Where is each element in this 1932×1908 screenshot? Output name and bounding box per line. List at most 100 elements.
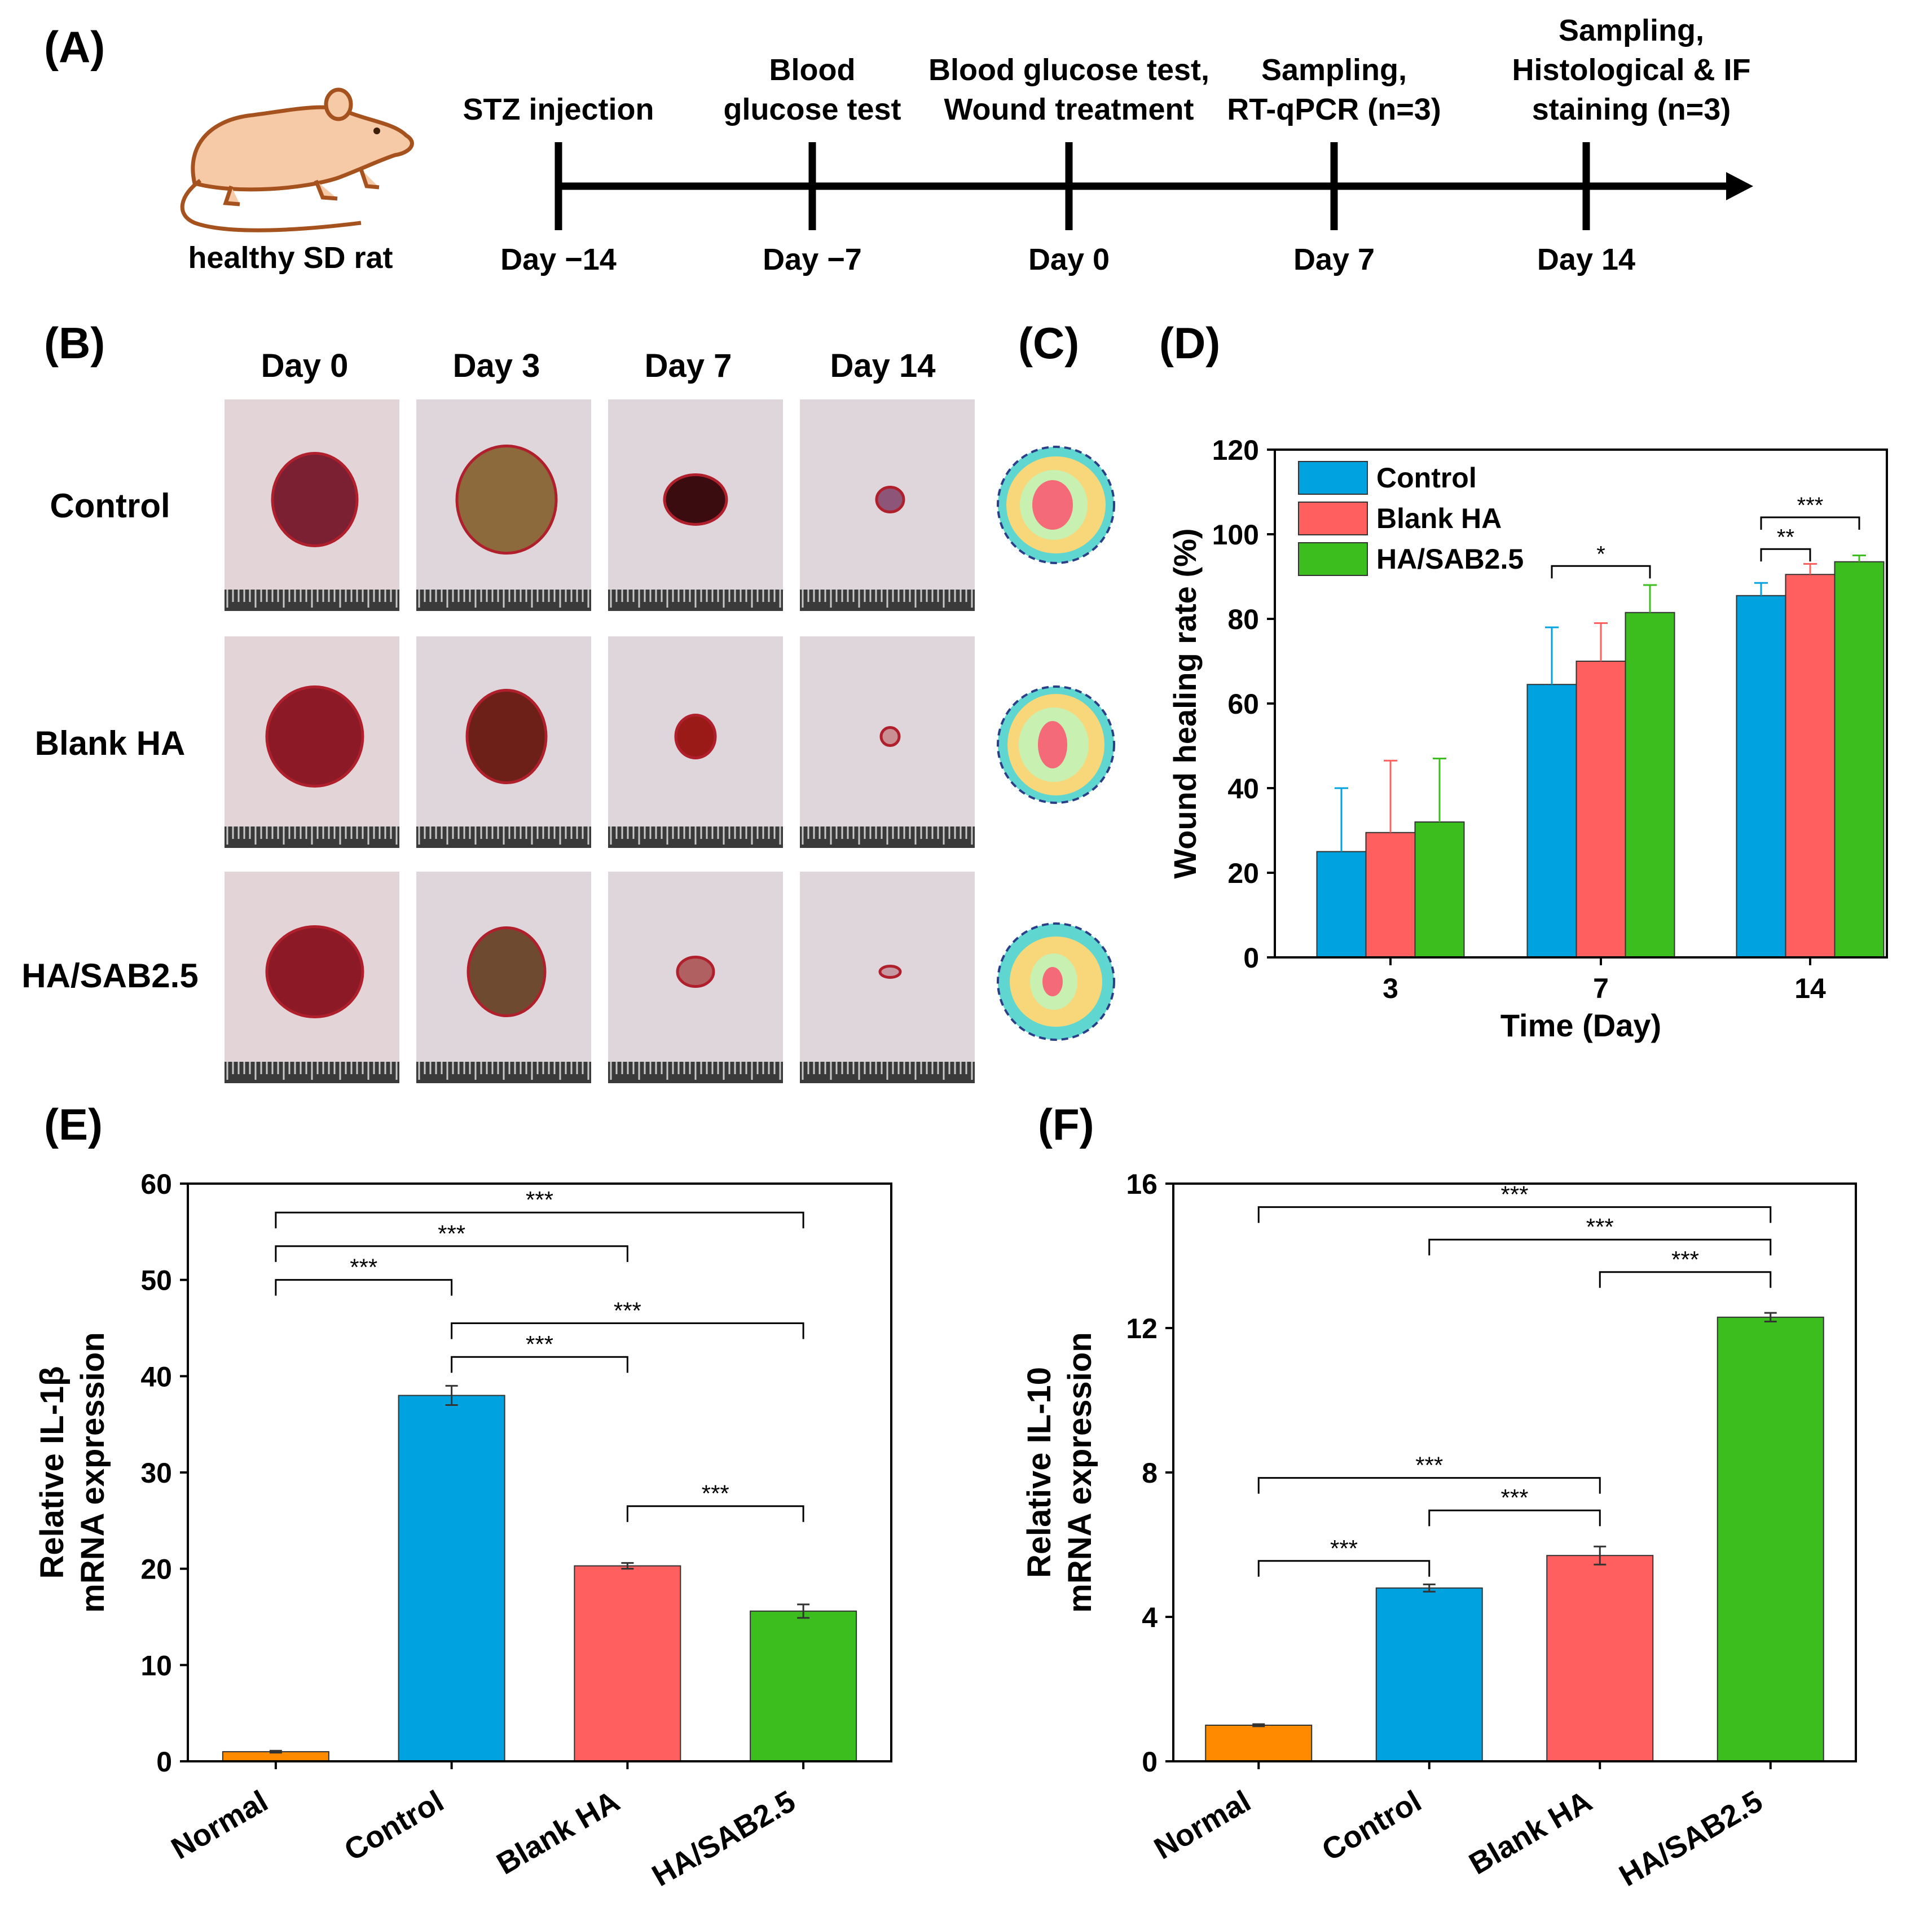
trace-core [1032,480,1073,530]
significance-label: *** [1330,1535,1358,1562]
y-axis-title: Relative IL-1β [34,1366,71,1579]
rat-illustration [180,87,414,232]
y-tick-label: 0 [1142,1746,1158,1778]
significance-bracket [1257,1206,1772,1223]
error-bar [1754,582,1768,596]
timeline: healthy SD rat STZ injection Day −14 Blood… [180,14,1753,276]
chart-wound-healing: 0 20 40 60 80 100 120 3 7 14 Time (Day) Wound heali… [1167,434,1888,1043]
significance-label: * [1596,542,1605,566]
bar [1365,832,1416,958]
bar [1736,595,1786,958]
legend-swatch [1298,542,1368,576]
wound-trace [997,685,1115,804]
panel-label-b: (B) [44,318,105,368]
trace-core [1042,967,1063,996]
legend-swatch [1298,461,1368,495]
y-tick-label: 80 [1227,604,1259,635]
significance-label: *** [350,1254,377,1281]
legend-label: Control [1376,462,1477,494]
photo-row-header: HA/SAB2.5 [21,957,198,995]
wound-trace-column [997,446,1115,1041]
x-tick-label: HA/SAB2.5 [646,1784,801,1893]
y-tick-label: 40 [1227,773,1259,804]
significance-label: *** [614,1297,641,1324]
timeline-event-label: staining (n=3) [1532,93,1731,126]
timeline-arrowhead [1726,172,1753,200]
x-tick-label: 7 [1593,973,1609,1004]
timeline-event-label: Sampling, [1261,53,1407,87]
wound-photo [800,636,975,848]
wound-mark [674,714,717,759]
ruler-ticks [418,590,589,608]
bar [1526,684,1577,958]
timeline-day-label: Day −14 [500,243,617,276]
panel-label-a: (A) [44,22,105,72]
legend-label: Blank HA [1376,503,1502,534]
y-tick-label: 8 [1142,1457,1158,1489]
wound-trace [997,922,1115,1041]
significance-label: *** [1500,1484,1528,1511]
wound-mark [265,925,364,1018]
error-bar [445,1384,458,1406]
significance-label: *** [1671,1246,1699,1273]
significance-label: *** [526,1331,553,1357]
x-tick-label: Control [338,1784,449,1867]
legend-swatch [1298,502,1368,535]
bar [1717,1316,1824,1762]
trace-day0-outline [997,685,1115,804]
y-tick-label: 40 [140,1361,172,1392]
significance-bracket [275,1279,453,1296]
significance-bracket [451,1356,628,1373]
wound-mark [265,685,364,788]
y-tick-label: 12 [1126,1313,1158,1344]
timeline-event-label: glucose test [723,93,901,126]
wound-photo [225,636,399,848]
timeline-event-label: Histological & IF [1512,53,1750,87]
y-axis-title: Wound healing rate (%) [1167,528,1203,878]
photo-row-header: Blank HA [35,724,186,762]
x-tick-label: 14 [1794,973,1826,1004]
timeline-day-label: Day 7 [1293,243,1375,276]
error-bar [621,1562,634,1570]
x-axis-title: Time (Day) [1500,1008,1661,1043]
error-bar [797,1603,810,1619]
bar [1625,612,1675,958]
bar [750,1610,857,1762]
photo-column-header: Day 7 [645,348,732,384]
error-bar [1252,1723,1265,1727]
chart-il10: 0 4 8 12 16 Normal Control Blank HA HA/SAB2.5 Rel… [1021,1168,1857,1893]
error-bar [1852,555,1866,562]
significance-bracket [1257,1477,1601,1494]
significance-label: *** [526,1186,553,1213]
panel-label-e: (E) [44,1100,103,1149]
y-tick-label: 0 [156,1746,172,1778]
timeline-event-label: RT-qPCR (n=3) [1227,93,1441,126]
wound-photo [608,399,783,611]
panel-label-f: (F) [1038,1100,1094,1149]
trace-day0-outline [997,446,1115,564]
x-tick-label: Normal [166,1784,274,1866]
wound-photo-grid: Day 0 Day 3 Day 7 Day 14 Control Blank HA HA/S… [21,348,975,1083]
significance-label: ** [1777,525,1794,549]
significance-bracket [1760,548,1811,562]
wound-photo [416,872,591,1083]
chart-il1b: 0 10 20 30 40 50 60 Normal Control Blank HA HA/SAB… [34,1168,892,1893]
bar [1785,574,1836,958]
bar [398,1395,505,1762]
error-bar [1594,622,1608,661]
y-tick-label: 0 [1243,942,1259,974]
error-bar [1594,1545,1607,1566]
error-bar [269,1749,282,1754]
y-axis-title: Relative IL-10 [1021,1367,1058,1578]
error-bar [1545,626,1559,685]
error-bar [1433,758,1446,822]
ruler-ticks [610,1062,781,1080]
panel-label-c: (C) [1018,318,1079,368]
ruler-ticks [226,1062,398,1080]
significance-label: *** [438,1220,465,1247]
significance-bracket [451,1322,804,1339]
significance-bracket [626,1505,804,1522]
wound-photo [225,872,399,1083]
wound-mark [878,965,902,979]
significance-bracket [1551,565,1651,579]
